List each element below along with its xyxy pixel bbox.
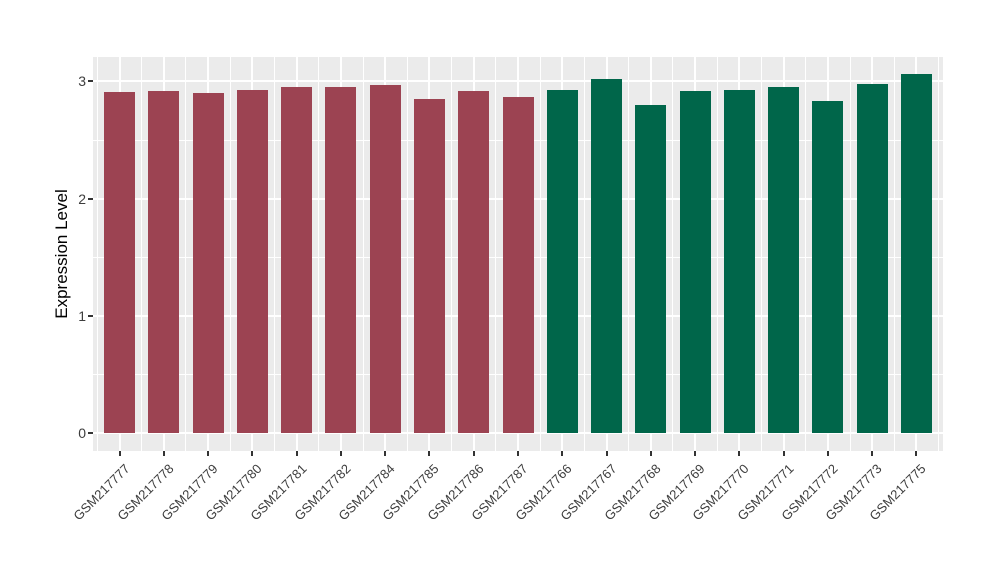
bar — [192, 93, 224, 433]
gridline-minor-v — [96, 57, 98, 451]
y-tick-label: 0 — [78, 425, 86, 441]
x-axis-tick — [118, 451, 121, 456]
x-axis-tick — [649, 451, 652, 456]
x-axis-tick — [251, 451, 254, 456]
gridline-minor-v — [805, 57, 807, 451]
gridline-minor-v — [893, 57, 895, 451]
bar — [104, 91, 136, 433]
x-axis-tick — [295, 451, 298, 456]
bar — [679, 90, 711, 433]
gridline-minor-v — [672, 57, 674, 451]
x-axis-tick — [162, 451, 165, 456]
gridline-minor-v — [362, 57, 364, 451]
bar — [413, 98, 445, 433]
y-axis-tick — [88, 314, 93, 317]
bar — [281, 87, 313, 433]
bar — [900, 74, 932, 433]
x-axis-tick — [561, 451, 564, 456]
x-axis-tick — [738, 451, 741, 456]
gridline-minor-v — [274, 57, 275, 451]
gridline-minor-v — [229, 57, 231, 451]
y-axis-tick — [88, 197, 93, 200]
bar — [369, 84, 401, 433]
x-axis-tick — [782, 451, 785, 456]
x-axis-tick — [871, 451, 874, 456]
gridline-minor-v — [539, 57, 541, 451]
gridline-minor-v — [406, 57, 408, 451]
plot-panel — [93, 57, 943, 451]
y-axis-tick — [88, 432, 93, 434]
bar — [635, 104, 667, 433]
x-axis-tick — [384, 451, 387, 456]
x-axis-tick — [339, 451, 342, 456]
bar — [591, 79, 623, 433]
gridline-minor-v — [938, 57, 940, 451]
bar — [325, 87, 357, 433]
gridline-minor-v — [451, 57, 453, 451]
x-axis-tick — [605, 451, 608, 456]
x-axis-tick — [207, 451, 210, 456]
y-axis-title: Expression Level — [52, 189, 71, 319]
bar — [148, 90, 180, 433]
y-axis-tick — [88, 80, 93, 83]
gridline-minor-v — [185, 57, 187, 451]
gridline-minor-v — [141, 57, 143, 451]
bar — [502, 96, 534, 433]
gridline-minor-v — [628, 57, 630, 451]
gridline-minor-v — [716, 57, 718, 451]
gridline-minor-v — [318, 57, 320, 451]
bar — [723, 89, 755, 433]
y-tick-label: 2 — [78, 190, 86, 207]
bar — [546, 89, 578, 433]
bar — [812, 101, 844, 433]
bar — [856, 83, 888, 433]
x-axis-tick — [826, 451, 829, 456]
bar — [768, 87, 800, 433]
x-axis-tick — [472, 451, 475, 456]
x-axis-tick — [428, 451, 431, 456]
bar — [236, 89, 268, 433]
x-axis-tick — [915, 451, 918, 456]
gridline-minor-v — [849, 57, 851, 451]
x-axis-tick — [694, 451, 697, 456]
bar — [458, 90, 490, 433]
gridline-minor-v — [760, 57, 762, 451]
y-tick-label: 3 — [78, 73, 86, 90]
y-tick-label: 1 — [78, 307, 86, 324]
gridline-minor-v — [583, 57, 585, 451]
gridline-minor-v — [495, 57, 497, 451]
x-axis-tick — [517, 451, 519, 456]
